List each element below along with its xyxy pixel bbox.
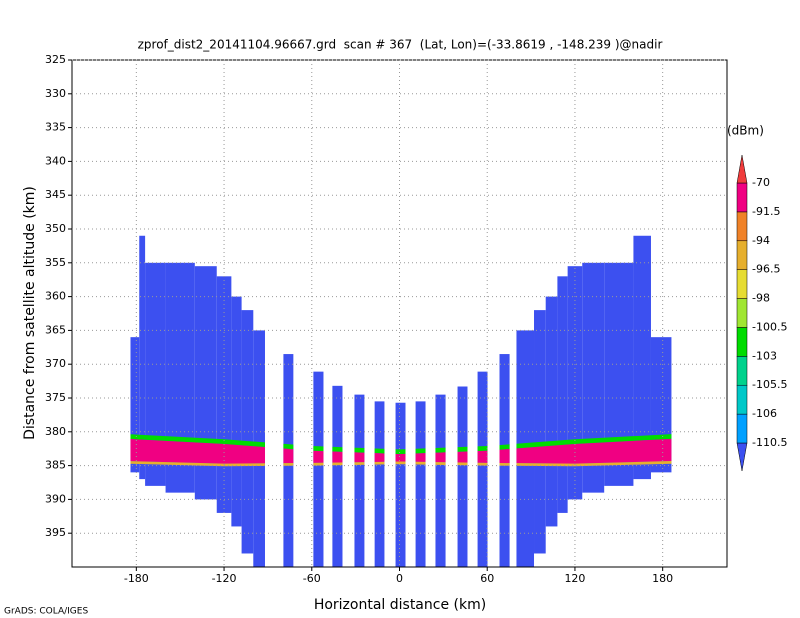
colorbar-label: -91.5 <box>752 205 780 218</box>
colorbar-unit: (dBm) <box>727 124 764 138</box>
beam-column <box>545 296 558 527</box>
y-axis-label: Distance from satellite altitude (km) <box>22 186 38 440</box>
beam-column <box>145 262 166 486</box>
beam-column <box>332 385 343 567</box>
x-tick-label: 0 <box>396 572 403 585</box>
colorbar-label: -96.5 <box>752 263 780 276</box>
beam-column <box>130 337 140 473</box>
y-tick-label: 370 <box>45 357 66 370</box>
y-tick-label: 390 <box>45 492 66 505</box>
chart-title: zprof_dist2_20141104.96667.grd scan # 36… <box>138 38 663 52</box>
x-tick-label: 120 <box>564 572 585 585</box>
y-tick-label: 395 <box>45 526 66 539</box>
surface-layer <box>130 438 672 464</box>
beam-column <box>582 262 605 493</box>
beam-column <box>534 310 546 554</box>
x-tick-label: 60 <box>480 572 494 585</box>
x-axis-label: Horizontal distance (km) <box>314 597 486 613</box>
colorbar-triangle <box>736 154 748 184</box>
beam-column <box>395 402 406 567</box>
colorbar-segment <box>736 269 748 299</box>
beam-column <box>557 276 568 513</box>
y-tick-label: 330 <box>45 87 66 100</box>
y-tick-label: 325 <box>45 53 66 66</box>
y-tick-label: 365 <box>45 323 66 336</box>
colorbar-label: -110.5 <box>752 436 787 449</box>
colorbar-triangle <box>736 442 748 472</box>
y-tick-label: 375 <box>45 391 66 404</box>
beam-column <box>477 371 488 567</box>
y-tick-label: 350 <box>45 222 66 235</box>
beam-column <box>374 401 385 567</box>
y-tick-label: 380 <box>45 425 66 438</box>
beam-column <box>435 394 446 567</box>
colorbar-label: -103 <box>752 349 777 362</box>
colorbar-label: -100.5 <box>752 320 787 333</box>
surface-layer <box>130 460 672 467</box>
x-tick-label: 180 <box>652 572 673 585</box>
colorbar-segment <box>736 413 748 444</box>
y-tick-label: 385 <box>45 459 66 472</box>
beam-column <box>633 235 651 480</box>
colorbar-segment <box>736 298 748 328</box>
y-tick-label: 345 <box>45 188 66 201</box>
beam-column <box>139 235 146 480</box>
x-tick-label: -60 <box>303 572 321 585</box>
beam-column <box>313 371 324 567</box>
colorbar-label: -98 <box>752 292 770 305</box>
colorbar-segment <box>736 356 748 386</box>
colorbar-segment <box>736 182 748 213</box>
colorbar-segment <box>736 211 748 242</box>
x-tick-label: -180 <box>124 572 149 585</box>
beam-column <box>241 310 254 554</box>
beam-column <box>354 394 365 567</box>
colorbar-label: -106 <box>752 407 777 420</box>
beam-column <box>231 296 242 527</box>
surface-layer <box>130 433 672 455</box>
colorbar-label: -94 <box>752 234 770 247</box>
footer: GrADS: COLA/IGES <box>4 607 88 617</box>
beam-column <box>216 276 232 513</box>
x-tick-label: -120 <box>212 572 237 585</box>
colorbar-segment <box>736 240 748 270</box>
y-tick-label: 340 <box>45 154 66 167</box>
colorbar-label: -70 <box>752 176 770 189</box>
beam-column <box>415 401 426 567</box>
colorbar-segment <box>736 327 748 357</box>
beam-column <box>457 386 468 567</box>
colorbar-segment <box>736 384 748 415</box>
y-tick-label: 360 <box>45 290 66 303</box>
colorbar-label: -105.5 <box>752 378 787 391</box>
y-tick-label: 355 <box>45 256 66 269</box>
y-tick-label: 335 <box>45 121 66 134</box>
